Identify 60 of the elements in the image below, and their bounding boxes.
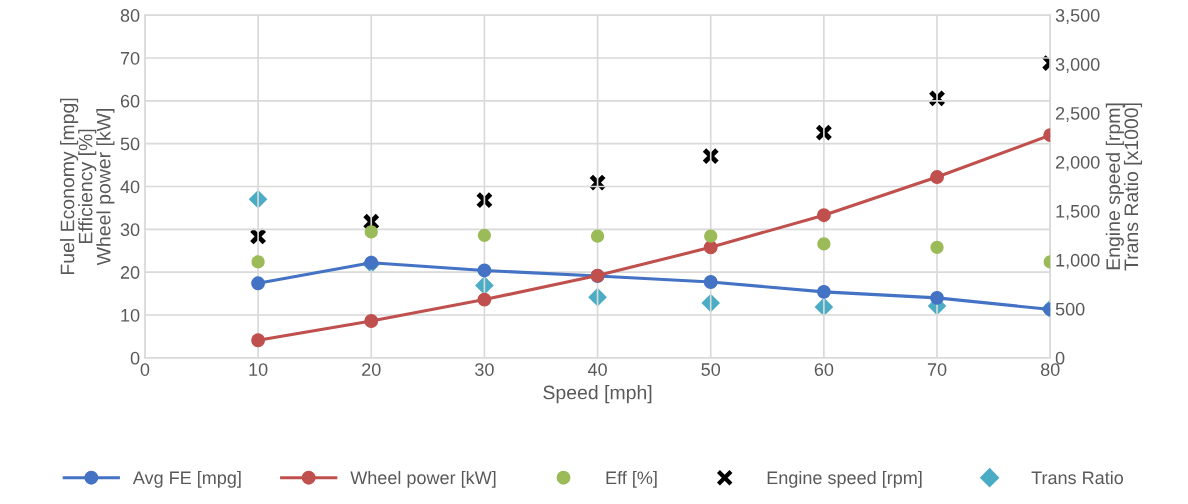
x-tick-label: 10 (249, 363, 268, 376)
y2-tick-label: 3,000 (1055, 58, 1100, 73)
point (477, 292, 492, 307)
point (364, 314, 379, 328)
point (816, 284, 831, 299)
x-axis-title: Speed [mph] (543, 385, 652, 404)
point (477, 228, 491, 242)
point (251, 276, 266, 291)
y-tick-label: 30 (120, 223, 140, 237)
point (364, 225, 378, 239)
x-tick-label: 70 (927, 363, 947, 376)
point (477, 263, 492, 278)
point (816, 208, 831, 223)
point (928, 89, 946, 107)
point (475, 276, 494, 295)
y2-tick-label: 0 (1055, 351, 1065, 365)
y2-tick-label: 500 (1055, 302, 1085, 316)
point (815, 123, 833, 142)
point (704, 229, 718, 243)
x-tick-label: 60 (814, 363, 834, 376)
point (930, 290, 944, 305)
y-tick-label: 60 (120, 94, 140, 108)
y-tick-label: 80 (120, 9, 140, 22)
x-tick-label: 80 (1040, 363, 1060, 376)
legend-label: Avg FE [mpg] (132, 470, 241, 488)
point (475, 191, 494, 209)
y-tick-label: 20 (120, 266, 140, 279)
x-tick-label: 40 (587, 363, 607, 376)
point (817, 237, 831, 251)
legend-label: Trans Ratio (1031, 470, 1124, 485)
legend-label: Engine speed [rpm] (767, 470, 922, 488)
point (251, 255, 265, 269)
y2-tick-label: 3,500 (1055, 9, 1100, 24)
point (251, 333, 266, 348)
point (590, 229, 605, 243)
y2-axis-title: Engine speed [rpm] Trans Ratio [x1000] (1105, 103, 1143, 271)
point (930, 240, 944, 254)
point (362, 213, 380, 231)
x-tick-label: 50 (701, 363, 721, 376)
x-tick-label: 30 (475, 363, 494, 376)
point (703, 240, 718, 255)
y-tick-label: 10 (121, 308, 140, 322)
y2-tick-label: 2,500 (1055, 106, 1100, 122)
y2-tick-label: 2,000 (1055, 155, 1100, 171)
y2-tick-label: 1,500 (1056, 204, 1100, 220)
point (702, 147, 720, 165)
point (588, 173, 607, 192)
point (249, 227, 267, 246)
x-tick-label: 20 (362, 363, 381, 376)
y-tick-label: 40 (120, 180, 140, 194)
y2-tick-label: 1,000 (1056, 253, 1100, 269)
legend-label: Wheel power [kW] (350, 470, 496, 488)
point (930, 170, 944, 185)
point (703, 275, 718, 289)
y-tick-label: 70 (120, 51, 140, 65)
y-tick-label: 0 (130, 351, 140, 365)
y-axis-title: Fuel Economy [mpg] Efficiency [%] Wheel power [kW] (60, 98, 115, 275)
y-tick-label: 50 (120, 137, 140, 151)
x-tick-label: 0 (140, 363, 150, 376)
legend-label: Eff [%] (606, 470, 657, 488)
